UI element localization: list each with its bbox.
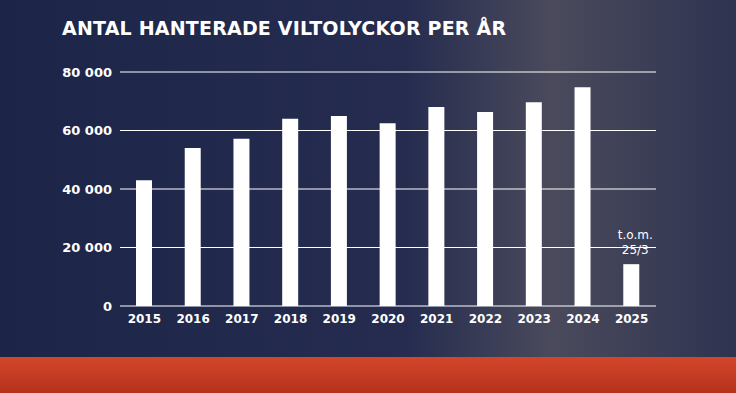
svg-text:2020: 2020 [371,312,404,326]
svg-text:t.o.m.25/3: t.o.m.25/3 [618,228,653,257]
html-text:ANTAL HANTERADE VILTOLYCKOR PE: ANTAL HANTERADE VILTOLYCKOR PER ÅR [62,17,507,39]
svg-text:2022: 2022 [469,312,502,326]
svg-text:2023: 2023 [517,312,550,326]
svg-text:2019: 2019 [323,312,356,326]
svg-text:2025: 2025 [615,312,648,326]
svg-text:2024: 2024 [566,312,599,326]
svg-text:80 000: 80 000 [62,65,112,80]
svg-text:0: 0 [103,299,112,314]
svg-text:2015: 2015 [128,312,161,326]
svg-text:2017: 2017 [225,312,258,326]
svg-text:40 000: 40 000 [62,182,112,197]
svg-text:2018: 2018 [274,312,307,326]
svg-text:2021: 2021 [420,312,453,326]
svg-text:2016: 2016 [176,312,209,326]
svg-text:60 000: 60 000 [62,123,112,138]
svg-text:20 000: 20 000 [62,240,112,255]
